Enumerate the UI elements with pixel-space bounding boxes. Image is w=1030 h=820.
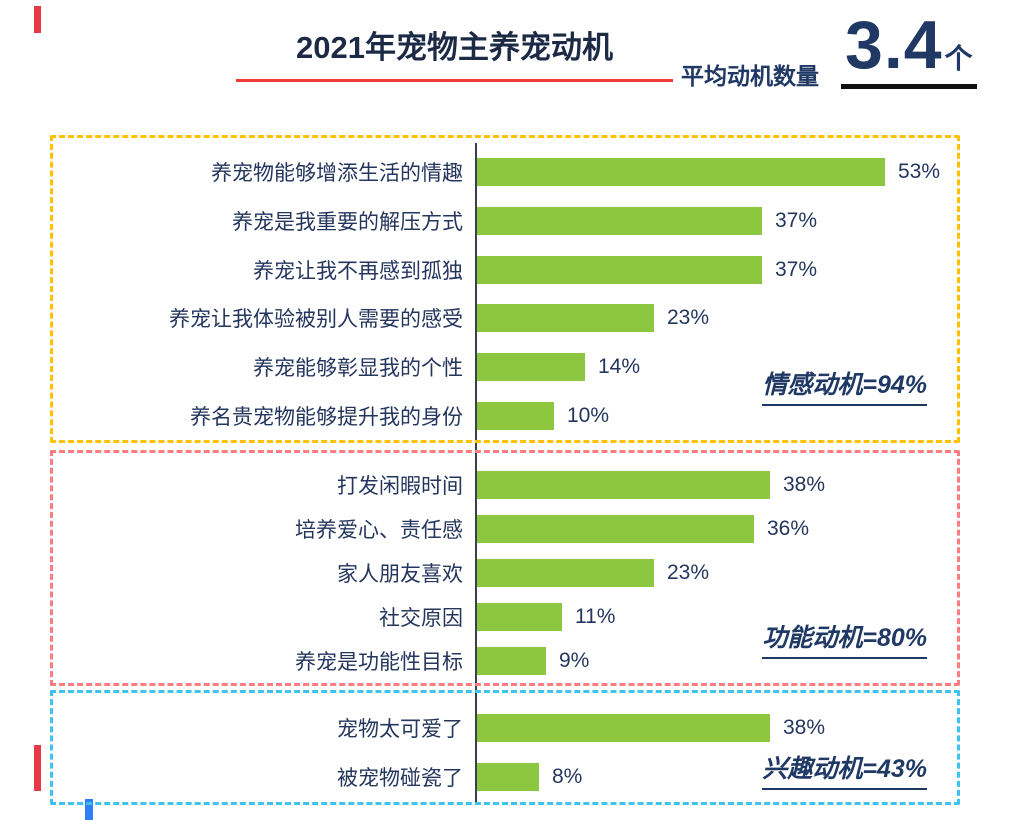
value-label: 10%: [567, 403, 610, 427]
bar: [477, 713, 770, 742]
decoration-red-bottom: [34, 745, 41, 791]
value-label: 14%: [598, 354, 641, 378]
bar: [477, 763, 539, 792]
bar: [477, 158, 885, 187]
bar: [477, 559, 654, 587]
chart-row: 养宠能够彰显我的个性 14%: [53, 352, 957, 382]
bar: [477, 206, 762, 235]
chart-title: 2021年宠物主养宠动机: [236, 22, 673, 82]
value-label: 8%: [552, 765, 583, 789]
category-label: 打发闲暇时间: [337, 475, 463, 498]
category-label: 养宠让我体验被别人需要的感受: [169, 308, 463, 332]
group-total-label: 功能动机=80%: [762, 618, 927, 659]
group-box-兴趣动机: 宠物太可爱了 38% 被宠物碰瓷了 8% 兴趣动机=43%: [50, 690, 960, 805]
value-label: 37%: [775, 257, 818, 281]
bar: [477, 401, 554, 430]
value-label: 11%: [575, 605, 616, 628]
bar: [477, 647, 546, 675]
axis-line: [475, 143, 477, 803]
chart-row: 社交原因 11%: [53, 602, 957, 632]
bar: [477, 603, 562, 631]
average-motivation-stat: 3.4个: [841, 6, 977, 89]
category-label: 宠物太可爱了: [337, 717, 463, 741]
category-label: 养宠让我不再感到孤独: [253, 259, 463, 283]
value-label: 9%: [559, 649, 590, 672]
value-label: 36%: [767, 517, 810, 540]
chart-row: 养宠是我重要的解压方式 37%: [53, 206, 957, 236]
chart-row: 养名贵宠物能够提升我的身份 10%: [53, 401, 957, 431]
category-label: 被宠物碰瓷了: [337, 767, 463, 791]
group-rows: 打发闲暇时间 38% 培养爱心、责任感 36% 家人朋友喜欢 23% 社交原因 11% 养宠是功…: [53, 453, 957, 683]
average-motivation-label: 平均动机数量: [681, 63, 819, 89]
average-motivation-value: 3.4: [845, 7, 943, 83]
group-total-label: 兴趣动机=43%: [762, 749, 927, 790]
value-label: 53%: [898, 160, 941, 184]
value-label: 23%: [667, 306, 710, 330]
chart-row: 养宠让我体验被别人需要的感受 23%: [53, 303, 957, 333]
chart-row: 被宠物碰瓷了 8%: [53, 762, 957, 792]
value-label: 37%: [775, 208, 818, 232]
group-box-情感动机: 养宠物能够增添生活的情趣 53% 养宠是我重要的解压方式 37% 养宠让我不再感到孤独 3…: [50, 135, 960, 443]
category-label: 培养爱心、责任感: [295, 519, 463, 542]
bar: [477, 255, 762, 284]
category-label: 社交原因: [379, 607, 463, 630]
bar: [477, 471, 770, 499]
category-label: 养名贵宠物能够提升我的身份: [190, 405, 463, 429]
group-rows: 宠物太可爱了 38% 被宠物碰瓷了 8%: [53, 693, 957, 802]
bar: [477, 352, 585, 381]
chart-row: 家人朋友喜欢 23%: [53, 558, 957, 588]
group-total-label: 情感动机=94%: [762, 365, 927, 406]
group-box-功能动机: 打发闲暇时间 38% 培养爱心、责任感 36% 家人朋友喜欢 23% 社交原因 11% 养宠是功…: [50, 450, 960, 686]
value-label: 38%: [783, 473, 826, 496]
category-label: 养宠物能够增添生活的情趣: [211, 162, 463, 186]
chart-row: 养宠是功能性目标 9%: [53, 646, 957, 676]
decoration-red-top: [34, 6, 41, 33]
value-label: 23%: [667, 561, 710, 584]
group-rows: 养宠物能够增添生活的情趣 53% 养宠是我重要的解压方式 37% 养宠让我不再感到孤独 3…: [53, 138, 957, 440]
average-motivation-unit: 个: [944, 43, 973, 74]
chart-row: 养宠物能够增添生活的情趣 53%: [53, 157, 957, 187]
category-label: 养宠能够彰显我的个性: [253, 356, 463, 380]
decoration-blue-bottom: [85, 799, 93, 820]
chart-row: 打发闲暇时间 38%: [53, 470, 957, 500]
value-label: 38%: [783, 715, 826, 739]
chart-row: 宠物太可爱了 38%: [53, 713, 957, 743]
bar: [477, 304, 654, 333]
category-label: 养宠是我重要的解压方式: [232, 210, 463, 234]
category-label: 家人朋友喜欢: [337, 563, 463, 586]
chart-row: 养宠让我不再感到孤独 37%: [53, 255, 957, 285]
bar: [477, 515, 754, 543]
chart-row: 培养爱心、责任感 36%: [53, 514, 957, 544]
category-label: 养宠是功能性目标: [295, 651, 463, 674]
